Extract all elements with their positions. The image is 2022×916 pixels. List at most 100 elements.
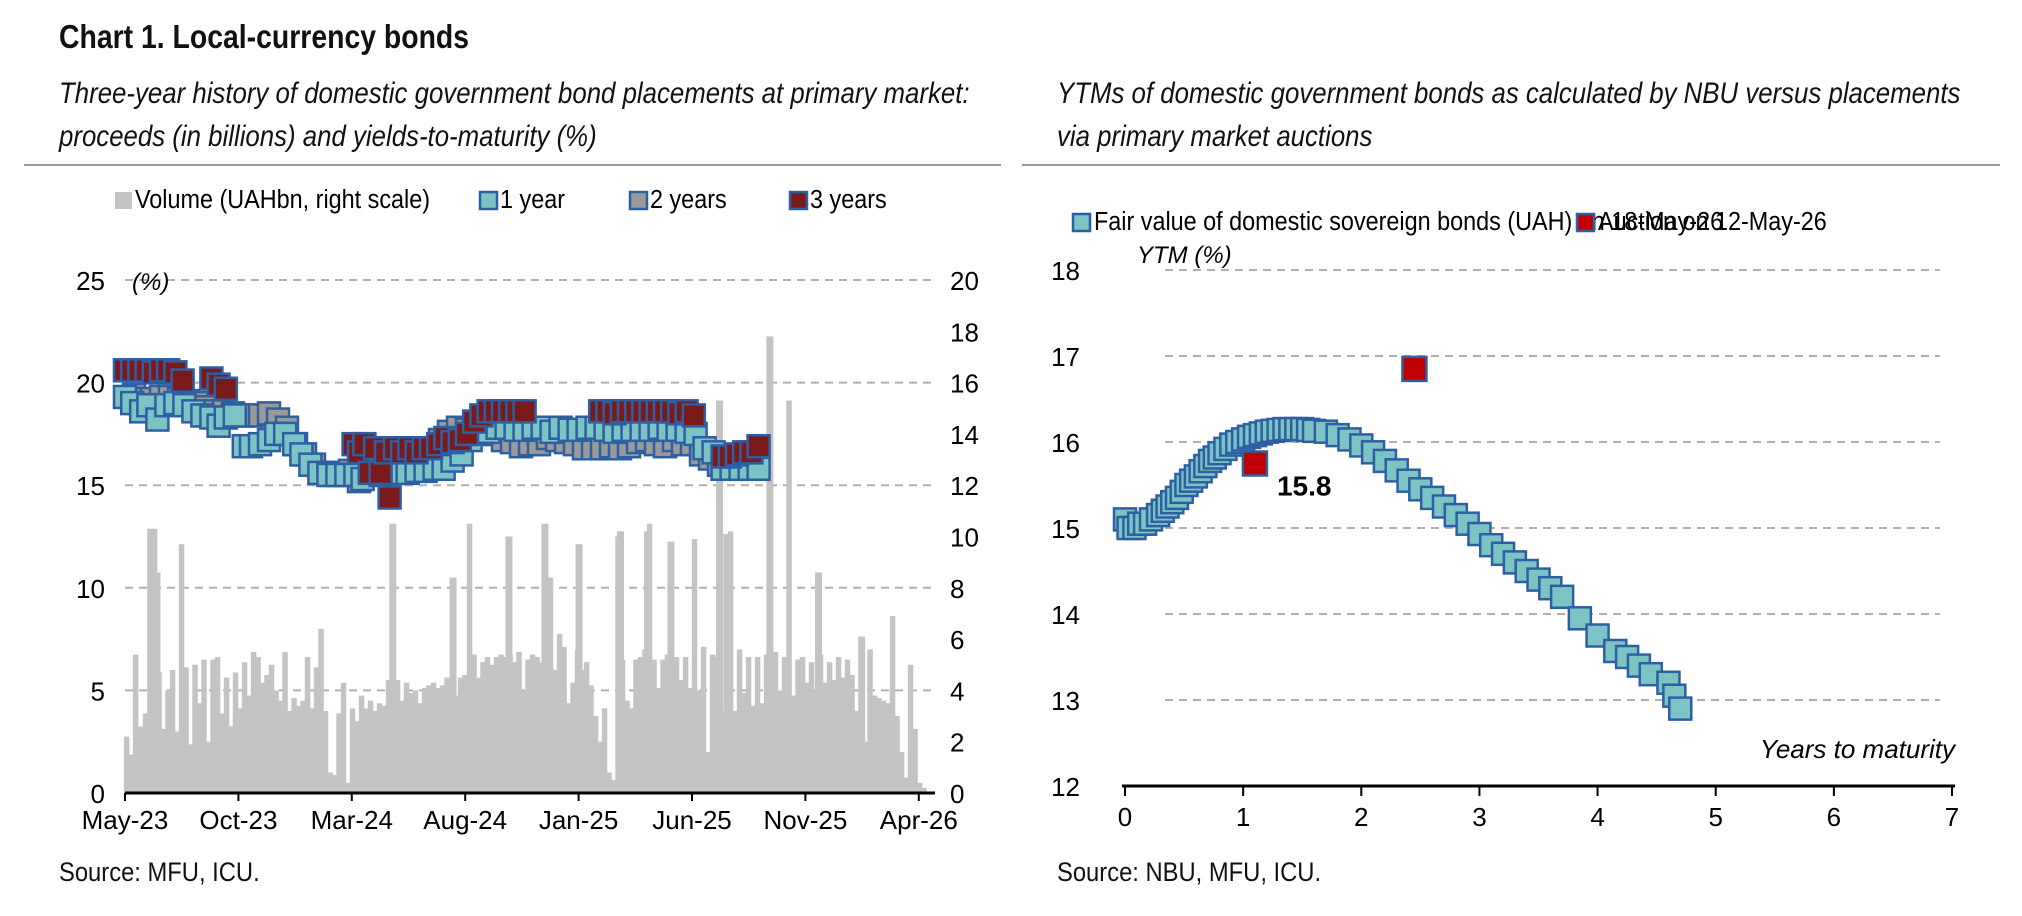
volume-bar (525, 659, 531, 793)
volume-bar (754, 657, 761, 793)
volume-bar (651, 659, 657, 793)
volume-bar (241, 662, 248, 793)
volume-bar (205, 741, 212, 793)
x-tick-label: Nov-25 (763, 805, 847, 835)
legend-auction-swatch (1575, 212, 1596, 233)
volume-bar (687, 687, 693, 793)
y-right-tick-label: 12 (950, 471, 979, 501)
volume-bar (417, 703, 423, 793)
volume-bar (898, 751, 905, 793)
volume-bar (223, 677, 230, 793)
legend-1-year-label: 1 year (500, 186, 565, 214)
volume-bar (732, 710, 738, 793)
legend-volume-label: Volume (UAHbn, right scale) (135, 186, 430, 214)
volume-bar (601, 708, 608, 793)
legend-volume-swatch (115, 192, 132, 209)
legend-2-years-label: 2 years (650, 186, 727, 214)
volume-bar (844, 659, 851, 793)
volume-bar (583, 662, 590, 793)
volume-bar (790, 695, 797, 793)
y-right-tick-label: 18 (950, 317, 979, 347)
volume-bar (696, 690, 702, 793)
volume-bar (277, 700, 284, 793)
volume-bar (142, 713, 149, 793)
y-left-tick-label: 5 (91, 676, 105, 706)
volume-bar (822, 682, 828, 793)
volume-bar (372, 710, 378, 793)
volume-bar (228, 726, 234, 793)
volume-bar (421, 687, 428, 793)
volume-bar (709, 654, 716, 793)
volume-bar (313, 667, 320, 793)
volume-bar (903, 777, 909, 793)
volume-bar (358, 695, 365, 793)
x-tick-label: 7 (1945, 802, 1959, 832)
volume-bar (137, 726, 143, 793)
volume-bar (286, 710, 293, 793)
volume-bar (565, 703, 572, 793)
volume-bar (237, 708, 243, 793)
volume-bar (282, 651, 288, 793)
volume-bar (867, 649, 873, 793)
y-right-tick-label: 20 (950, 266, 979, 296)
x-tick-label: 5 (1708, 802, 1722, 832)
x-tick-label: Mar-24 (311, 805, 393, 835)
y-right-tick-label: 14 (950, 420, 979, 450)
volume-bar (723, 533, 729, 793)
auction-marker (1241, 450, 1269, 477)
volume-bar (736, 649, 743, 793)
volume-bar (907, 664, 914, 793)
volume-bar (331, 775, 338, 793)
legend-3-years-label: 3 years (810, 186, 887, 214)
volume-bar (178, 544, 185, 793)
volume-bar (210, 659, 216, 793)
volume-bar (295, 705, 302, 793)
volume-bar (772, 651, 779, 793)
volume-bar (894, 716, 900, 793)
volume-bar (691, 539, 698, 793)
volume-bar (250, 651, 257, 793)
volume-bar (678, 680, 684, 793)
y-tick-label: 12 (1051, 772, 1080, 802)
auction-marker (1401, 355, 1428, 383)
y-right-tick-label: 6 (950, 625, 964, 655)
volume-bar (183, 667, 189, 793)
volume-bar (309, 708, 315, 793)
left-source: Source: MFU, ICU. (59, 857, 260, 887)
volume-bar (408, 692, 414, 793)
legend-fair-value-label: Fair value of domestic sovereign bonds (… (1094, 208, 1723, 236)
volume-bar (741, 692, 747, 793)
left-subtitle: Three-year history of domestic governmen… (59, 72, 970, 158)
right-subtitle-ytms: YTMs (1057, 77, 1125, 110)
volume-bar (853, 710, 860, 793)
volume-spike (449, 577, 457, 793)
x-tick-label: Oct-23 (199, 805, 277, 835)
volume-bar (322, 710, 329, 793)
volume-bar (291, 698, 297, 793)
volume-bar (403, 682, 410, 793)
volume-spike (541, 523, 549, 793)
volume-bar (363, 708, 369, 793)
legend-3-years-swatch (788, 190, 809, 211)
y-tick-label: 17 (1051, 342, 1080, 372)
volume-bar (862, 741, 869, 793)
volume-bar (327, 772, 333, 793)
volume-bar (871, 695, 878, 793)
x-tick-label: Aug-24 (423, 805, 507, 835)
legend-auction-label: Auction on 12-May-26 (1598, 208, 1827, 236)
volume-bar (498, 654, 504, 793)
volume-spike (505, 536, 513, 793)
y-tick-label: 16 (1051, 428, 1080, 458)
volume-bar (128, 754, 134, 793)
volume-bar (556, 633, 563, 793)
y-right-tick-label: 4 (950, 676, 964, 706)
volume-bar (394, 680, 401, 793)
y-tick-label: 18 (1051, 256, 1080, 286)
y-axis-label: YTM (%) (1137, 242, 1232, 269)
volume-bar (466, 523, 473, 793)
volume-bar (471, 654, 477, 793)
3-year-marker (746, 433, 771, 459)
volume-bar (628, 708, 635, 793)
volume-bar (169, 669, 176, 793)
